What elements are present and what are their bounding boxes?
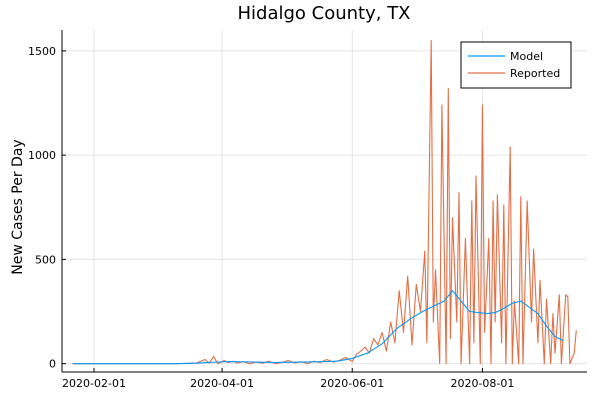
y-tick-label: 1000: [28, 149, 56, 162]
y-axis-label: New Cases Per Day: [10, 139, 26, 274]
chart-title: Hidalgo County, TX: [237, 3, 410, 24]
legend-label-model: Model: [510, 50, 543, 63]
y-tick-label: 1500: [28, 45, 56, 58]
x-tick-label: 2020-04-01: [190, 377, 254, 390]
y-tick-label: 500: [35, 253, 56, 266]
x-tick-label: 2020-08-01: [450, 377, 514, 390]
legend-box: [460, 41, 572, 89]
y-tick-label: 0: [49, 358, 56, 371]
y-tick-labels: 0 500 1000 1500: [28, 45, 66, 371]
legend: Model Reported: [460, 41, 572, 89]
x-tick-label: 2020-06-01: [320, 377, 384, 390]
x-tick-labels: 2020-02-01 2020-04-01 2020-06-01 2020-08-01: [62, 368, 514, 390]
legend-label-reported: Reported: [510, 67, 560, 80]
x-tick-label: 2020-02-01: [62, 377, 126, 390]
series-line-reported: [72, 39, 577, 365]
axes: [61, 30, 587, 373]
series-lines: [72, 39, 577, 365]
series-line-model: [72, 290, 564, 365]
